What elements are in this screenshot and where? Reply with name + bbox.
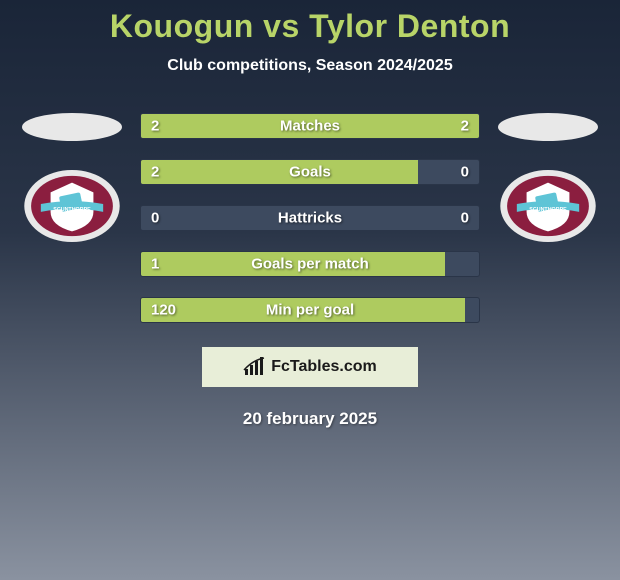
svg-text:UNITED: UNITED bbox=[63, 214, 82, 220]
club-badge-right: SCUNTHORPE UNITED bbox=[499, 169, 597, 243]
shield-icon: SCUNTHORPE UNITED bbox=[23, 169, 121, 243]
bar-fill-left bbox=[141, 160, 418, 184]
svg-text:SCUNTHORPE: SCUNTHORPE bbox=[53, 207, 91, 213]
stat-row: 120 Min per goal bbox=[140, 297, 480, 323]
left-player-col: SCUNTHORPE UNITED bbox=[22, 113, 122, 243]
stat-left-value: 120 bbox=[151, 302, 176, 319]
player-ellipse-left bbox=[22, 113, 122, 141]
stat-row: 1 Goals per match bbox=[140, 251, 480, 277]
player-ellipse-right bbox=[498, 113, 598, 141]
stats-bars: 2 Matches 2 2 Goals 0 0 Hattricks 0 bbox=[140, 113, 480, 323]
infographic-container: Kouogun vs Tylor Denton Club competition… bbox=[0, 0, 620, 429]
shield-icon: SCUNTHORPE UNITED bbox=[499, 169, 597, 243]
svg-text:SCUNTHORPE: SCUNTHORPE bbox=[529, 207, 567, 213]
stat-label: Matches bbox=[280, 118, 340, 135]
page-title: Kouogun vs Tylor Denton bbox=[0, 8, 620, 45]
subtitle: Club competitions, Season 2024/2025 bbox=[0, 57, 620, 75]
stat-label: Min per goal bbox=[266, 302, 354, 319]
stat-left-value: 2 bbox=[151, 164, 159, 181]
logo-text: FcTables.com bbox=[271, 358, 377, 376]
source-logo: FcTables.com bbox=[202, 347, 418, 387]
stat-left-value: 2 bbox=[151, 118, 159, 135]
svg-text:UNITED: UNITED bbox=[539, 214, 558, 220]
stats-area: SCUNTHORPE UNITED 2 Matches 2 2 Goals 0 bbox=[0, 113, 620, 323]
stat-right-value: 2 bbox=[461, 118, 469, 135]
stat-right-value: 0 bbox=[461, 164, 469, 181]
stat-left-value: 0 bbox=[151, 210, 159, 227]
stat-row: 2 Goals 0 bbox=[140, 159, 480, 185]
date-label: 20 february 2025 bbox=[0, 409, 620, 429]
stat-right-value: 0 bbox=[461, 210, 469, 227]
stat-row: 0 Hattricks 0 bbox=[140, 205, 480, 231]
stat-label: Goals bbox=[289, 164, 331, 181]
stat-row: 2 Matches 2 bbox=[140, 113, 480, 139]
club-badge-left: SCUNTHORPE UNITED bbox=[23, 169, 121, 243]
stat-label: Goals per match bbox=[251, 256, 369, 273]
stat-label: Hattricks bbox=[278, 210, 342, 227]
stat-left-value: 1 bbox=[151, 256, 159, 273]
right-player-col: SCUNTHORPE UNITED bbox=[498, 113, 598, 243]
bar-chart-icon bbox=[243, 357, 267, 377]
